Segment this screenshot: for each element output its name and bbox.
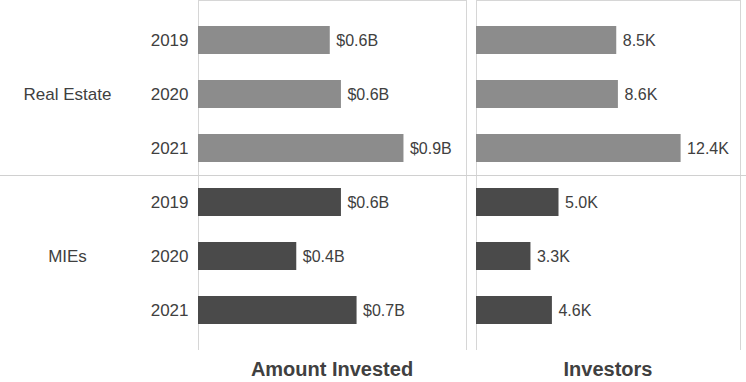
svg-text:3.3K: 3.3K (537, 248, 570, 265)
svg-text:8.6K: 8.6K (624, 86, 657, 103)
svg-text:$0.9B: $0.9B (410, 140, 452, 157)
svg-text:$0.4B: $0.4B (303, 248, 345, 265)
svg-text:$0.6B: $0.6B (336, 32, 378, 49)
svg-text:2021: 2021 (151, 139, 189, 158)
svg-text:2020: 2020 (151, 85, 189, 104)
svg-text:2020: 2020 (151, 247, 189, 266)
svg-text:2021: 2021 (151, 301, 189, 320)
svg-text:12.4K: 12.4K (687, 140, 729, 157)
svg-text:5.0K: 5.0K (565, 194, 598, 211)
svg-text:2019: 2019 (151, 193, 189, 212)
svg-text:Real Estate: Real Estate (24, 85, 112, 104)
svg-text:4.6K: 4.6K (558, 302, 591, 319)
svg-text:$0.6B: $0.6B (347, 194, 389, 211)
svg-text:2019: 2019 (151, 31, 189, 50)
svg-text:MIEs: MIEs (48, 247, 87, 266)
svg-text:$0.7B: $0.7B (363, 302, 405, 319)
html-text:Amount Invested: Amount Invested (250, 358, 414, 380)
svg-text:$0.6B: $0.6B (347, 86, 389, 103)
svg-text:8.5K: 8.5K (623, 32, 656, 49)
html-text:Investors: Investors (563, 358, 653, 380)
